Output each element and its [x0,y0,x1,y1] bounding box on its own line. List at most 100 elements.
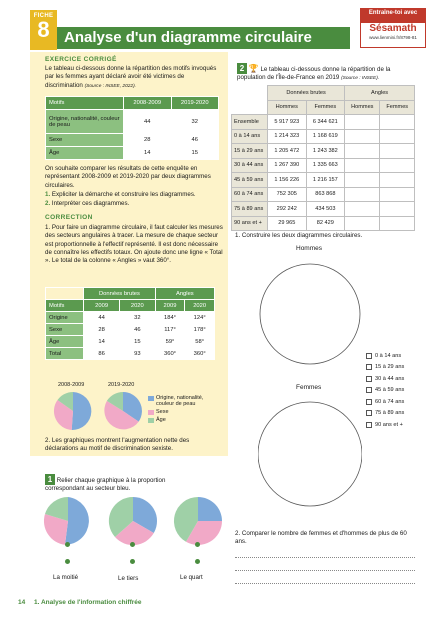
table-cell: 82 429 [305,215,346,231]
checkbox[interactable] [366,387,372,394]
checkbox[interactable] [366,375,372,382]
age-option[interactable]: 30 à 44 ans [366,373,426,385]
angle-input-cell[interactable] [379,143,415,159]
angle-input-cell[interactable] [344,215,381,231]
age-option[interactable]: 75 à 89 ans [366,408,426,420]
table-cell: 292 242 [267,201,307,217]
pie-legend: Origine, nationalité, couleur de peau Se… [148,395,222,425]
pie-slice-age [106,392,123,411]
angle-input-cell[interactable] [344,201,381,217]
table-cell: 32 [118,311,156,324]
table-cell: 434 503 [305,201,346,217]
table-corner [232,86,268,101]
table-header: 2020 [118,299,156,312]
table-corner [44,287,85,300]
pie-slice-origine [123,392,142,422]
checkbox[interactable] [366,364,372,371]
femmes-blank-circle[interactable] [258,392,362,517]
table-cell: 58° [184,335,215,348]
sesamath-badge[interactable]: Entraîne-toi avec Sésamath www.lienmini.… [360,8,426,48]
table-cell: 1 214 323 [267,128,307,144]
table-cell: 15 [118,335,156,348]
legend-swatch [148,418,154,423]
table-header: 2020 [184,299,215,312]
answer-line[interactable] [235,557,415,558]
angle-input-cell[interactable] [344,172,381,188]
population-table: Données brutes Angles Hommes Femmes Homm… [231,85,415,231]
link-dot-label-2[interactable] [130,559,135,564]
checkbox[interactable] [366,398,372,405]
checkbox[interactable] [366,352,372,359]
table-cell: Sexe [44,323,85,336]
age-option[interactable]: 45 à 59 ans [366,385,426,397]
legend-label: Sexe [156,409,169,415]
example-pie-charts [53,392,142,431]
table-cell: 46 [118,323,156,336]
answer-line[interactable] [235,570,415,571]
angle-input-cell[interactable] [344,114,381,130]
age-option[interactable]: 15 à 29 ans [366,362,426,374]
table-cell: 1 335 663 [305,157,346,173]
link-dot-label-3[interactable] [195,559,200,564]
question-1: 1. Expliciter la démarche et construire … [45,191,223,199]
table-cell: 1 205 472 [267,143,307,159]
table-cell: 1 168 619 [305,128,346,144]
table-corner [232,100,268,115]
pie-slice-origine [71,392,92,431]
age-option[interactable]: 60 à 74 ans [366,396,426,408]
angle-input-cell[interactable] [344,143,381,159]
table-cell: 46 [170,133,219,147]
link-dot-chart-2[interactable] [130,542,135,547]
link-dot-chart-1[interactable] [65,542,70,547]
ex1-pie-1 [43,496,89,545]
motifs-table: Motifs 2008-2009 2019-2020 Origine, nati… [45,96,219,160]
table-cell: 863 868 [305,186,346,202]
group-header: Angles [154,287,216,300]
angle-input-cell[interactable] [379,114,415,130]
link-dot-label-1[interactable] [65,559,70,564]
angle-input-cell[interactable] [379,215,415,231]
angle-input-cell[interactable] [379,128,415,144]
table-header: 2008-2009 [123,96,172,110]
exercise-1-instruction: 1 Relier chaque graphique à la proportio… [45,474,205,494]
group-header: Angles [344,85,415,101]
age-option[interactable]: 0 à 14 ans [366,350,426,362]
legend-label: Origine, nationalité, couleur de peau [156,395,204,407]
exercise-1-text: Relier chaque graphique à la proportion … [45,477,166,493]
exercise-2-number: 2 [237,63,247,74]
table-row-label: 0 à 14 ans [231,128,268,144]
checkbox[interactable] [366,421,372,428]
table-cell: 184° [154,311,186,324]
angle-input-cell[interactable] [344,186,381,202]
table-cell: 44 [123,109,172,134]
age-option[interactable]: 90 ans et + [366,419,426,431]
angle-input-cell[interactable] [379,201,415,217]
angle-input-cell[interactable] [379,157,415,173]
answer-line[interactable] [235,583,415,584]
legend-swatch [148,410,154,415]
pie-slice-pink [43,514,68,545]
table-header: 2009 [83,299,120,312]
intro-paragraph: Le tableau ci-dessous donne la répartiti… [45,65,223,91]
link-dot-chart-3[interactable] [195,542,200,547]
angle-input-cell[interactable] [344,128,381,144]
hommes-circle[interactable] [259,263,361,365]
page-title: Analyse d'un diagramme circulaire [64,29,312,46]
table-cell: Sexe [45,133,124,147]
exercise-1-number: 1 [45,474,55,485]
pie-label-2009: 2008-2009 [58,382,85,388]
angle-input-cell[interactable] [379,186,415,202]
pie-slice-green [173,497,198,542]
page-number: 14 [18,599,26,606]
angle-input-cell[interactable] [379,172,415,188]
pie-label-2020: 2019-2020 [108,382,135,388]
table-cell: 14 [83,335,120,348]
angle-input-cell[interactable] [344,157,381,173]
table-header: Motifs [44,299,85,312]
corrected-exercise-heading: EXERCICE CORRIGÉ [45,56,117,63]
femmes-circle[interactable] [258,401,362,507]
badge-url[interactable]: www.lienmini.fr/8798-81 [369,35,417,40]
hommes-blank-circle[interactable] [258,254,362,384]
checkbox[interactable] [366,410,372,417]
pie-slice-green [108,496,133,537]
